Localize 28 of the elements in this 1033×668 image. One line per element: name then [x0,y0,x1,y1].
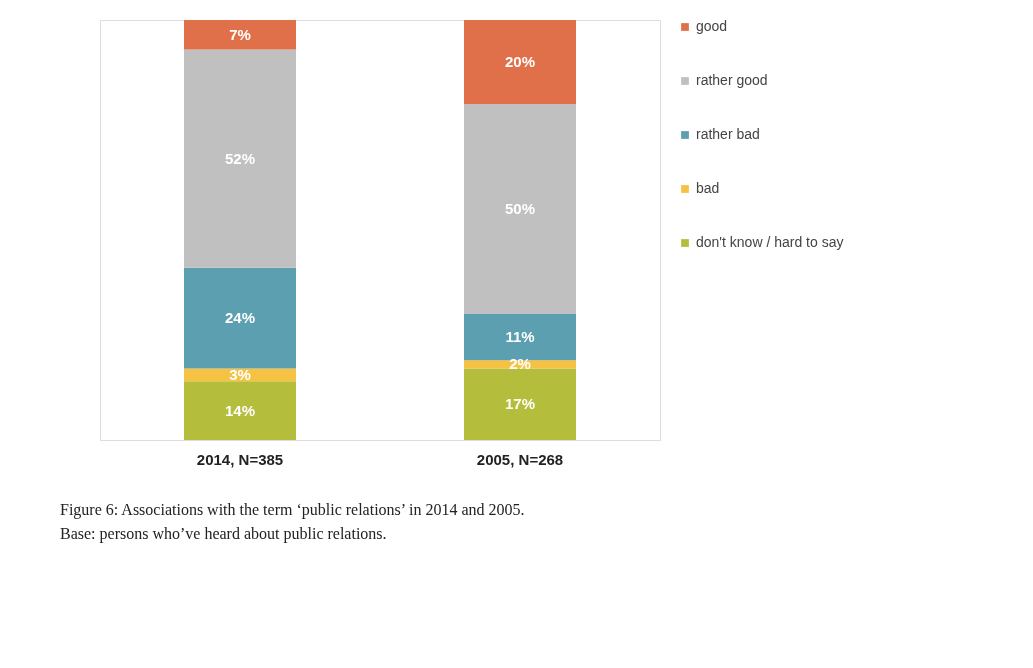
bar [464,104,576,314]
data-label: 2% [509,355,531,373]
legend-label: don't know / hard to say [696,234,844,250]
caption: Figure 6: Associations with the term ‘public relations’ in 2014 and 2005. [60,501,525,519]
bar [464,360,576,369]
bar [464,20,576,104]
data-label: 50% [504,200,536,217]
data-label: 24% [224,309,256,327]
legend-label: good [696,18,728,34]
bar [184,20,296,50]
bar [184,267,296,369]
data-label: 7% [229,25,251,43]
bar [184,49,296,268]
bar [464,368,576,440]
data-label: 52% [224,149,256,167]
bar [184,381,296,440]
data-label: 17% [504,395,536,413]
data-label: 14% [224,401,256,419]
bar [464,314,576,361]
legend-label: rather bad [696,126,760,142]
data-label: 11% [505,328,535,346]
data-label: 3% [229,365,251,383]
data-label: 20% [504,53,536,70]
text: Base: persons who’ve heard about public relations. [60,525,387,543]
x-tick-label: 2005, N=268 [476,450,564,468]
legend-label: bad [696,180,720,196]
legend-label: rather good [696,72,768,88]
x-tick-label: 2014, N=385 [196,450,284,468]
